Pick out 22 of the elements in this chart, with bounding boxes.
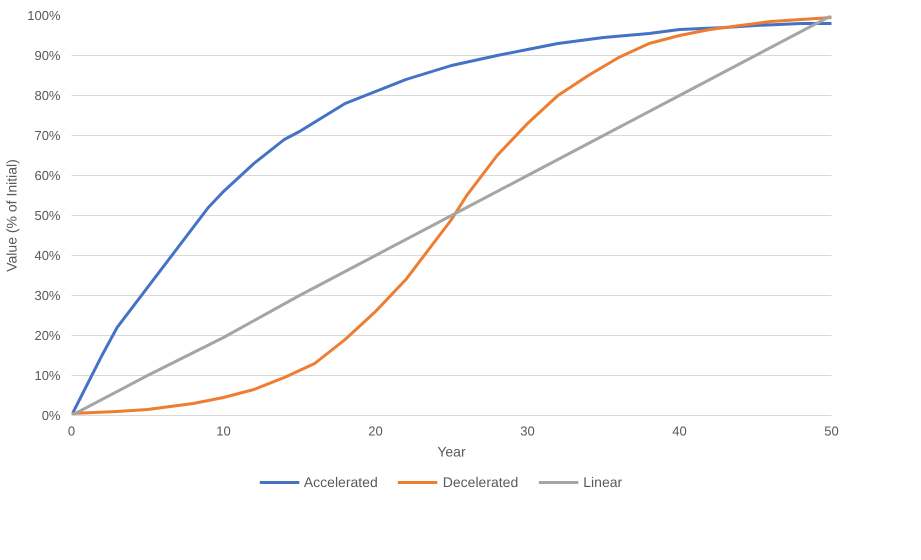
x-axis-title: Year: [437, 444, 466, 460]
y-axis-title: Value (% of Initial): [3, 159, 20, 272]
y-tick-label: 70%: [34, 128, 61, 143]
x-tick-label: 10: [216, 424, 231, 438]
x-tick-label: 40: [672, 424, 687, 438]
y-tick-label: 100%: [27, 8, 61, 23]
legend-label: Linear: [583, 474, 622, 490]
x-tick-label: 50: [824, 424, 839, 438]
x-tick-label: 20: [368, 424, 383, 438]
y-tick-label: 90%: [34, 48, 61, 63]
y-tick-label: 30%: [34, 288, 61, 303]
y-tick-label: 20%: [34, 328, 61, 343]
legend-label: Accelerated: [304, 474, 378, 490]
y-tick-label: 80%: [34, 88, 61, 103]
y-tick-label: 50%: [34, 208, 61, 223]
y-tick-label: 60%: [34, 168, 61, 183]
y-tick-label: 10%: [34, 368, 61, 383]
x-tick-label: 30: [520, 424, 535, 438]
y-tick-label: 40%: [34, 248, 61, 263]
legend-label: Decelerated: [442, 474, 518, 490]
x-tick-label: 0: [68, 424, 76, 438]
y-tick-label: 0%: [42, 408, 61, 423]
